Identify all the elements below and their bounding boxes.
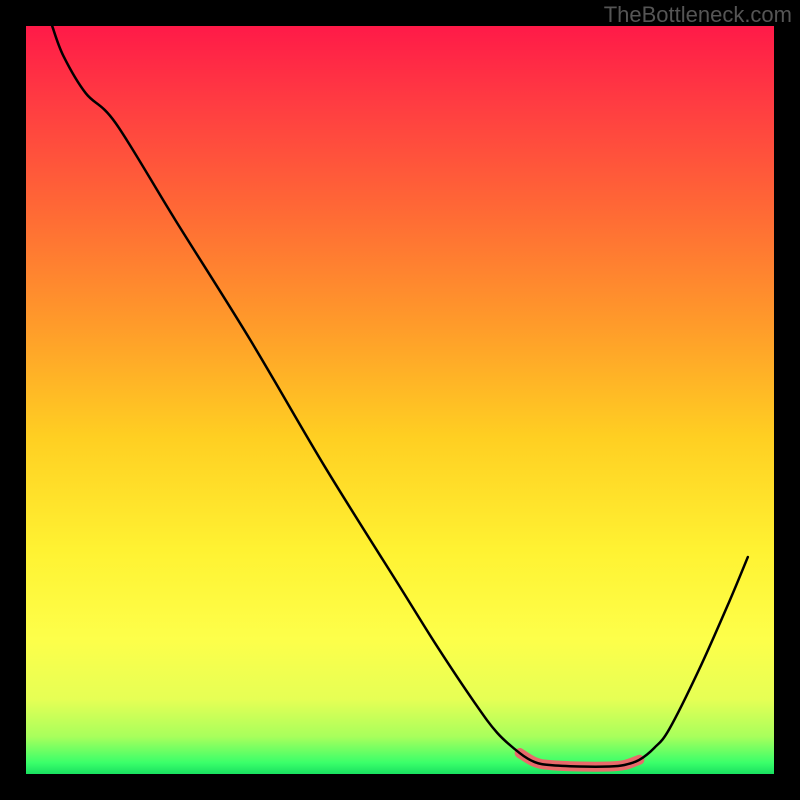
bottleneck-chart [0, 0, 800, 800]
chart-container: TheBottleneck.com [0, 0, 800, 800]
watermark-text: TheBottleneck.com [604, 2, 792, 28]
gradient-background [26, 26, 774, 774]
